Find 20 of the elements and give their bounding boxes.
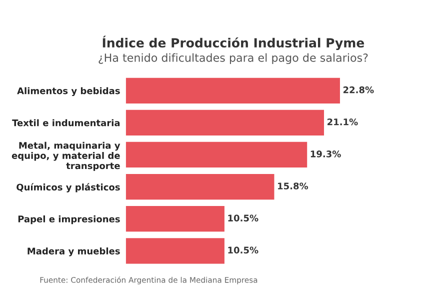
y-tick-label: Madera y muebles	[28, 247, 120, 256]
y-tick-label: Químicos y plásticos	[16, 183, 120, 192]
chart-subtitle: ¿Ha tenido dificultades para el pago de salarios?	[98, 53, 368, 64]
bar	[126, 174, 274, 200]
y-tick-label: Alimentos y bebidas	[17, 87, 120, 96]
data-label: 10.5%	[228, 246, 258, 254]
bar	[126, 78, 340, 104]
y-tick-label: Textil e indumentaria	[12, 119, 120, 126]
y-tick-label: Papel e impresiones	[18, 215, 120, 224]
chart-title: Índice de Producción Industrial Pyme	[102, 36, 364, 50]
data-label: 22.8%	[343, 86, 374, 94]
data-label: 15.8%	[278, 182, 308, 190]
bar	[126, 238, 224, 264]
bar	[126, 142, 308, 168]
data-label: 21.1%	[328, 118, 358, 126]
y-tick-label: Metal, maquinaria y equipo, y material de transporte	[12, 142, 120, 171]
bar	[126, 206, 224, 232]
data-label: 19.3%	[310, 150, 341, 158]
bar	[126, 110, 324, 136]
data-label: 10.5%	[228, 214, 258, 222]
